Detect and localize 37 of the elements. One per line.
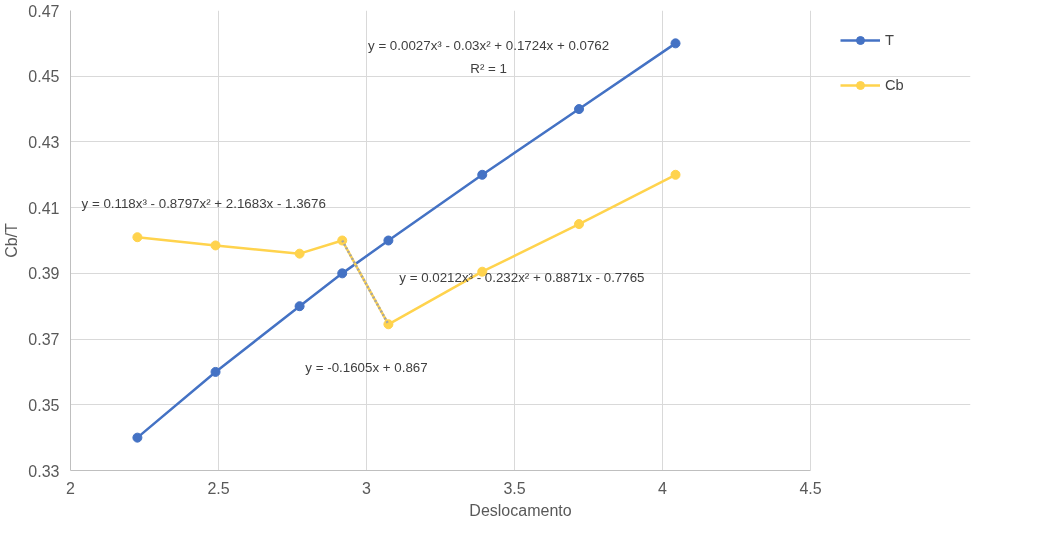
- point: [132, 432, 143, 443]
- point: [294, 248, 305, 259]
- x-axis-title: Deslocamento: [469, 501, 572, 519]
- y-axis-title: Cb/T: [3, 222, 21, 258]
- point: [477, 169, 488, 180]
- annotation: R² = 1: [470, 60, 507, 76]
- point: [574, 104, 585, 115]
- point: [670, 38, 681, 49]
- x-tick-label: 2: [66, 479, 76, 497]
- y-tick-label: 0.33: [28, 462, 60, 480]
- annotation: y = 0.0027x³ - 0.03x² + 0.1724x + 0.0762: [368, 37, 610, 53]
- annotation: y = 0.118x³ - 0.8797x² + 2.1683x - 1.3676: [81, 196, 326, 212]
- point: [210, 240, 221, 251]
- point: [337, 268, 348, 279]
- x-tick-label: 3: [362, 479, 372, 497]
- annotation: y = 0.0212x³ - 0.232x² + 0.8871x - 0.7765: [399, 269, 645, 285]
- y-tick-label: 0.41: [28, 199, 60, 217]
- point: [383, 235, 394, 246]
- legend-label: Cb: [885, 77, 905, 93]
- annotation: y = -0.1605x + 0.867: [305, 359, 428, 375]
- y-tick-label: 0.35: [28, 396, 60, 414]
- y-tick-label: 0.45: [28, 68, 60, 86]
- x-tick-label: 4.5: [799, 479, 822, 497]
- x-tick-label: 4: [658, 479, 668, 497]
- y-tick-label: 0.43: [28, 133, 60, 151]
- y-tick-label: 0.37: [28, 331, 60, 349]
- legend-label: T: [885, 32, 895, 48]
- point: [574, 219, 585, 230]
- y-tick-label: 0.47: [28, 2, 60, 20]
- y-tick-label: 0.39: [28, 265, 60, 283]
- point: [383, 319, 394, 330]
- point: [294, 301, 305, 312]
- point: [210, 366, 221, 377]
- point: [132, 232, 143, 243]
- x-tick-label: 3.5: [503, 479, 526, 497]
- point: [670, 169, 681, 180]
- x-tick-label: 2.5: [207, 479, 230, 497]
